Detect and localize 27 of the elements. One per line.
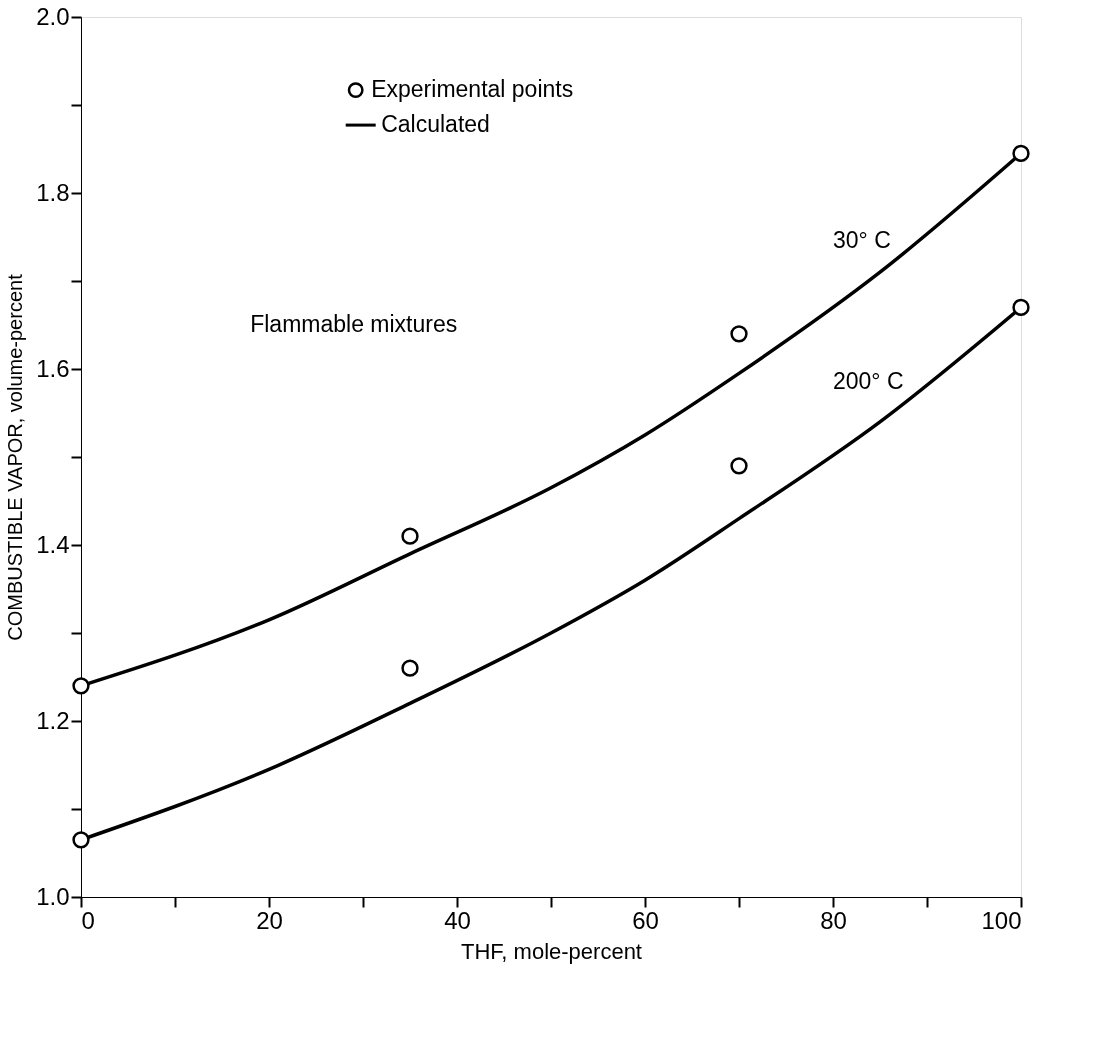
- point: [730, 457, 748, 475]
- x-tick-label: 0: [81, 906, 95, 934]
- y-tick-label: 1.2: [36, 706, 70, 734]
- point: [1012, 298, 1030, 317]
- annotation: Flammable mixtures: [250, 311, 458, 337]
- point: [401, 527, 419, 545]
- point: [730, 325, 748, 343]
- annotation: 200° C: [833, 368, 904, 395]
- x-tick-label: 20: [256, 906, 283, 934]
- y-tick-label: 2.0: [36, 2, 70, 30]
- y-axis-title: COMBUSTIBLE VAPOR, volume-percent: [4, 273, 27, 641]
- x-axis-title: THF, mole-percent: [461, 938, 642, 964]
- point: [72, 831, 90, 849]
- y-tick-label: 1.6: [36, 354, 70, 382]
- point: [72, 677, 90, 695]
- x-tick-label: 80: [820, 906, 847, 934]
- x-tick-label: 40: [444, 906, 471, 934]
- legend-label: Experimental points: [371, 76, 574, 103]
- annotation: 30° C: [833, 227, 891, 254]
- y-tick-label: 1.8: [36, 178, 70, 206]
- legend-label: Calculated: [381, 111, 490, 138]
- point: [1012, 144, 1030, 163]
- point: [401, 659, 419, 677]
- y-tick-label: 1.0: [36, 882, 70, 910]
- x-tick-label: 60: [632, 906, 659, 934]
- y-tick-label: 1.4: [36, 530, 70, 558]
- x-tick-label: 100: [981, 906, 1022, 934]
